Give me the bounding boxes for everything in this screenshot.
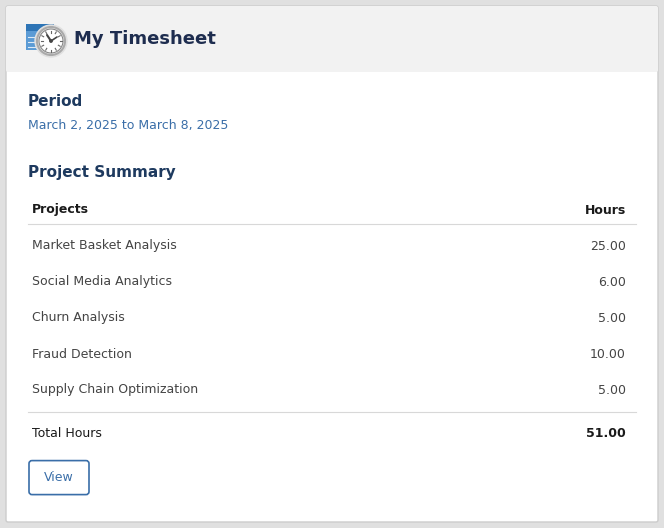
Text: 10.00: 10.00 [590,347,626,361]
Text: Project Summary: Project Summary [28,165,176,180]
Text: Supply Chain Optimization: Supply Chain Optimization [32,383,198,397]
Circle shape [35,25,67,57]
Text: Total Hours: Total Hours [32,427,102,440]
Text: My Timesheet: My Timesheet [74,30,216,48]
Circle shape [37,27,65,55]
Bar [26,24,54,31]
FancyBboxPatch shape [29,460,89,495]
Text: 6.00: 6.00 [598,276,626,288]
Text: Market Basket Analysis: Market Basket Analysis [32,240,177,252]
Text: Fraud Detection: Fraud Detection [32,347,132,361]
FancyBboxPatch shape [6,6,658,522]
Circle shape [50,40,52,42]
Text: Churn Analysis: Churn Analysis [32,312,125,325]
Text: 51.00: 51.00 [586,427,626,440]
FancyBboxPatch shape [6,6,658,72]
Text: View: View [44,471,74,484]
Text: Social Media Analytics: Social Media Analytics [32,276,172,288]
Text: Hours: Hours [585,203,626,216]
Circle shape [39,29,63,53]
Text: 25.00: 25.00 [590,240,626,252]
Text: 5.00: 5.00 [598,312,626,325]
Text: 5.00: 5.00 [598,383,626,397]
Text: Period: Period [28,95,83,109]
Text: Projects: Projects [32,203,89,216]
Text: March 2, 2025 to March 8, 2025: March 2, 2025 to March 8, 2025 [28,119,228,133]
Bar [26,24,54,50]
Bar [8,39,656,70]
